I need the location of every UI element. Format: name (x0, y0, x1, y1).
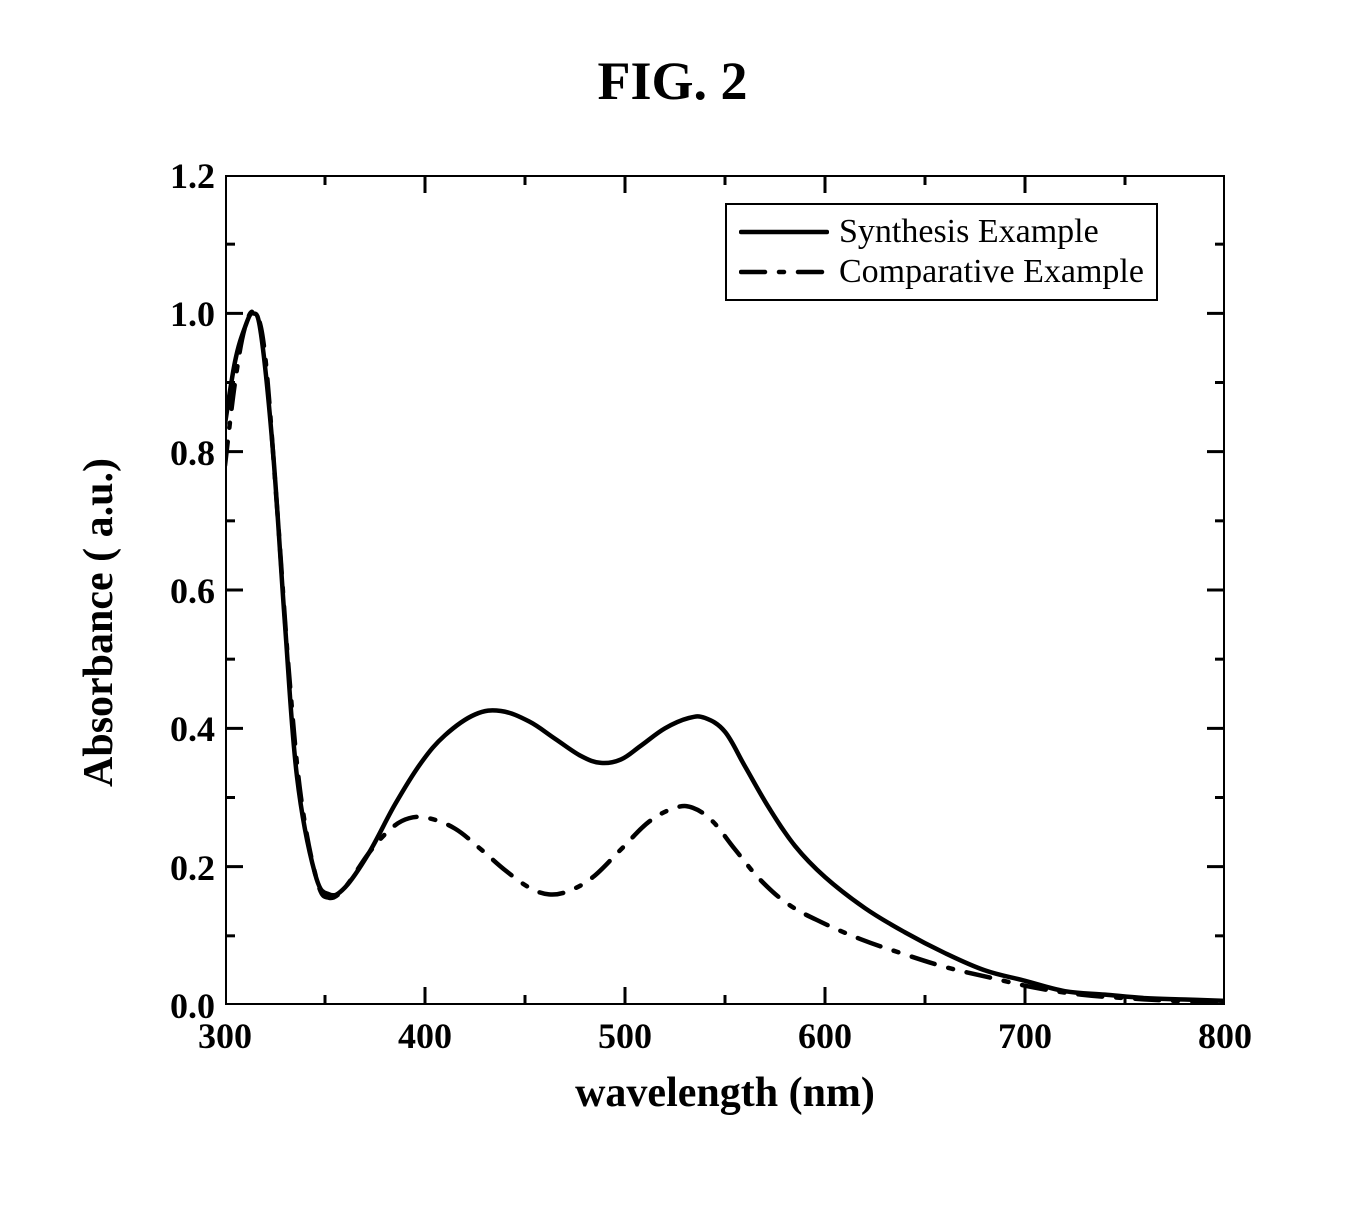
y-tick-label: 0.2 (125, 847, 215, 889)
x-tick-label: 400 (365, 1015, 485, 1057)
x-axis-label: wavelength (nm) (225, 1069, 1225, 1117)
y-tick-label: 1.2 (125, 155, 215, 197)
figure-title: FIG. 2 (0, 50, 1345, 112)
legend-sample-synthesis (739, 220, 829, 244)
legend-label: Synthesis Example (839, 213, 1099, 251)
x-tick-label: 700 (965, 1015, 1085, 1057)
x-tick-label: 800 (1165, 1015, 1285, 1057)
legend-sample-comparative (739, 260, 829, 284)
legend-entry: Comparative Example (739, 253, 1144, 291)
legend-entry: Synthesis Example (739, 213, 1144, 251)
figure-page: FIG. 2 Absorbance ( a.u.) wavelength (nm… (0, 0, 1345, 1210)
x-tick-label: 500 (565, 1015, 685, 1057)
y-axis-label: Absorbance ( a.u.) (75, 458, 123, 787)
y-tick-label: 0.0 (125, 985, 215, 1027)
y-tick-label: 1.0 (125, 293, 215, 335)
y-tick-label: 0.6 (125, 570, 215, 612)
y-tick-label: 0.8 (125, 432, 215, 474)
legend-label: Comparative Example (839, 253, 1144, 291)
y-tick-label: 0.4 (125, 708, 215, 750)
x-tick-label: 600 (765, 1015, 885, 1057)
legend: Synthesis Example Comparative Example (725, 203, 1158, 301)
